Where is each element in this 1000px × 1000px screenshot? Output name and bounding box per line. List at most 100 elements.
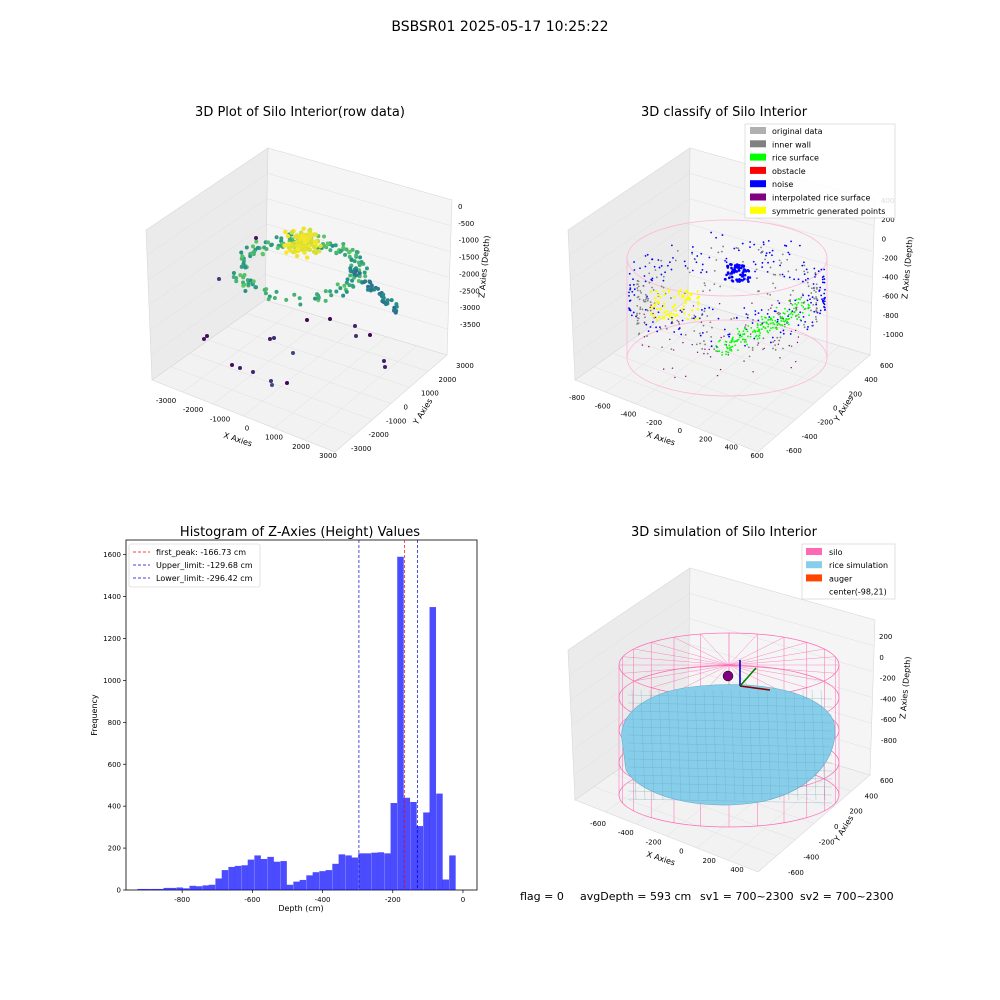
scatter-point: [727, 276, 731, 280]
histogram-bar: [293, 881, 300, 890]
scatter-point: [730, 349, 733, 352]
scatter-point: [642, 285, 645, 287]
scatter-point: [345, 277, 350, 282]
scatter-point: [788, 313, 790, 316]
legend-label: interpolated rice surface: [772, 194, 870, 203]
grid-line: [266, 198, 451, 252]
panel2-title: 3D classify of Silo Interior: [641, 105, 808, 120]
scatter-point: [683, 308, 685, 311]
rice-mesh-line: [802, 689, 808, 801]
legend-label: first_peak: -166.73 cm: [156, 548, 246, 557]
scatter-point: [792, 289, 794, 292]
scatter-point: [820, 294, 823, 297]
scatter-point: [343, 252, 348, 257]
scatter-point: [363, 274, 368, 279]
scatter-point: [822, 301, 824, 303]
scatter-point: [694, 316, 697, 318]
scatter-point: [741, 333, 744, 336]
legend-frame: [744, 123, 896, 219]
scatter-point: [662, 279, 665, 282]
scatter-point: [651, 279, 653, 282]
scatter-point: [774, 327, 777, 329]
histogram-bar: [163, 887, 170, 890]
silo-spoke: [728, 648, 825, 666]
scatter-point: [643, 275, 646, 277]
x-tick-label: -400: [315, 896, 331, 904]
histogram-bar: [338, 854, 346, 890]
grid-line: [569, 593, 690, 676]
scatter-point: [636, 312, 638, 315]
scatter-point: [299, 236, 304, 241]
legend-swatch: [806, 574, 822, 582]
scatter-point: [732, 268, 736, 272]
status-sv1: sv1 = 700~2300: [700, 890, 794, 903]
scatter-point: [649, 306, 651, 309]
scatter-point: [812, 283, 815, 285]
scatter-point: [660, 273, 663, 276]
scatter-point: [363, 279, 368, 284]
scatter-point: [719, 339, 721, 342]
scatter-point: [328, 317, 332, 321]
scatter-point: [777, 311, 780, 314]
scatter-point: [735, 266, 739, 269]
scatter-point: [672, 312, 675, 316]
scatter-point: [294, 233, 299, 238]
scatter-point: [700, 271, 702, 274]
scatter-point: [357, 271, 362, 276]
scatter-point: [238, 366, 242, 370]
scatter-point: [291, 351, 295, 355]
scatter-point: [754, 310, 757, 312]
histogram-bar: [234, 865, 242, 890]
tick-label: -800: [883, 312, 899, 320]
scatter-point: [735, 246, 738, 249]
scatter-point: [644, 293, 647, 296]
scatter-point: [743, 273, 747, 277]
scatter-point: [687, 292, 690, 295]
scatter-point: [241, 275, 246, 280]
scatter-point: [704, 343, 706, 346]
scatter-point: [813, 310, 816, 313]
scatter-point: [650, 304, 652, 306]
scatter-point: [767, 308, 770, 311]
y-tick-label: 200: [108, 845, 121, 853]
silo-spoke: [728, 664, 836, 674]
scatter-point: [266, 240, 271, 245]
scatter-point: [807, 326, 809, 328]
scatter-point: [786, 310, 789, 313]
scatter-point: [703, 307, 706, 310]
rice-mesh-line: [627, 718, 833, 724]
scatter-point: [743, 360, 745, 362]
scatter-point: [716, 374, 719, 377]
scatter-point: [721, 234, 724, 236]
histogram-bar: [137, 888, 144, 890]
scatter-point: [762, 241, 765, 244]
silo-spoke: [728, 664, 807, 688]
scatter-point: [629, 288, 632, 291]
scatter-point: [302, 239, 308, 245]
scatter-point: [783, 275, 786, 278]
rice-mesh-line: [627, 726, 833, 732]
tick-label: 200: [699, 435, 712, 443]
scatter-point: [815, 303, 818, 306]
scatter-point: [385, 298, 390, 303]
scatter-point: [703, 282, 706, 285]
scatter-point: [754, 270, 756, 273]
histogram-bar: [143, 888, 151, 890]
scatter-point: [668, 313, 671, 317]
scatter-point: [304, 255, 310, 260]
scatter-point: [696, 255, 699, 257]
scatter-point: [819, 309, 822, 312]
scatter-point: [774, 339, 776, 342]
scatter-point: [338, 248, 343, 253]
scatter-point: [641, 308, 644, 311]
status-avg-depth: avgDepth = 593 cm: [580, 890, 691, 903]
grid-line: [148, 223, 267, 306]
scatter-point: [359, 260, 364, 265]
rice-mesh-line: [627, 798, 833, 804]
tick-label: 1000: [265, 434, 283, 442]
legend-label: noise: [772, 180, 793, 189]
legend-swatch: [750, 206, 766, 214]
scatter-point: [796, 341, 799, 344]
scatter-point: [710, 231, 713, 234]
scatter-point: [307, 231, 313, 236]
